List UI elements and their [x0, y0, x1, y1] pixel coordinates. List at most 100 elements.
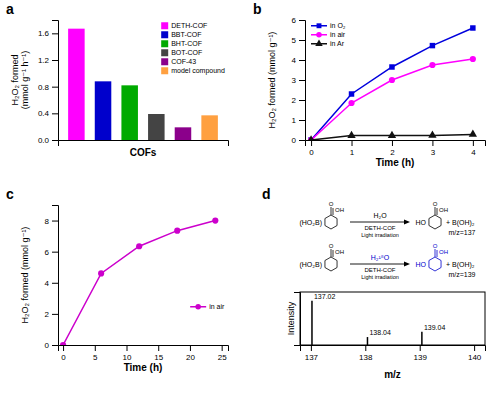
tick-mark: [365, 345, 366, 351]
scheme-label: m/z=137: [448, 229, 475, 236]
scheme-label: DETH-COF: [365, 267, 396, 273]
marker: [389, 64, 394, 69]
marker: [470, 56, 476, 62]
tick: 1.6: [38, 29, 58, 38]
x-axis-title: m/z: [384, 369, 401, 380]
tick-mark: [52, 283, 58, 284]
scheme-label: OH: [335, 207, 344, 213]
legend-label: BBT-COF: [171, 31, 201, 38]
tick-mark: [52, 33, 58, 34]
tick: 3: [292, 76, 305, 85]
tick: 4: [292, 56, 305, 65]
x-axis: 01234: [306, 140, 486, 157]
tick-label: 1.2: [38, 56, 50, 65]
ring: [325, 215, 337, 229]
tick-mark: [52, 221, 58, 222]
tick-label: 6: [45, 248, 50, 257]
tick-label: 0.8: [38, 83, 50, 92]
bond: [331, 207, 332, 215]
scheme-label: (HO₂B): [299, 261, 322, 269]
axis-line: [306, 141, 486, 147]
scheme-label: DETH-COF: [365, 225, 396, 231]
scheme-label: m/z=139: [448, 271, 475, 278]
tick-mark: [52, 140, 58, 141]
tick: 137: [305, 345, 319, 362]
bond: [331, 249, 332, 257]
tick: 15: [154, 345, 163, 362]
scheme-label: (HO₂B): [299, 219, 322, 227]
tick: 6: [292, 16, 305, 25]
tick-label: 3: [292, 76, 297, 85]
marker: [389, 77, 395, 83]
marker: [430, 43, 435, 48]
legend-swatch: [161, 49, 168, 56]
tick: 2: [292, 96, 305, 105]
bar: [148, 114, 165, 140]
tick: 10: [123, 345, 132, 362]
arrow: [350, 222, 406, 223]
tick-mark: [52, 60, 58, 61]
tick-mark: [311, 345, 312, 351]
tick-mark: [311, 140, 312, 146]
legend-swatch: [161, 67, 168, 74]
bond: [437, 250, 438, 257]
tick: 8: [45, 217, 58, 226]
tick-mark: [299, 20, 305, 21]
marker: [388, 131, 396, 138]
bond: [333, 250, 334, 257]
legend-label: in air: [209, 303, 225, 310]
tick-label: 8: [45, 217, 50, 226]
marker: [429, 62, 435, 68]
line: [311, 28, 473, 140]
data-label: 138.04: [369, 329, 391, 336]
tick-label: 2: [292, 96, 297, 105]
tick: 0: [292, 136, 305, 145]
tick-mark: [432, 140, 433, 146]
tick: 4: [471, 140, 476, 157]
legend-label: in O₂: [330, 22, 346, 29]
tick-label: 2: [45, 310, 50, 319]
x-axis-title: COFs: [130, 147, 157, 158]
stem: [311, 301, 313, 345]
marker: [349, 91, 354, 96]
scheme-label: O: [329, 201, 334, 207]
plot-area: [307, 25, 477, 140]
y-axis: 02468: [45, 206, 59, 351]
legend: in O₂in airin Ar: [311, 22, 346, 47]
tick-label: 1.6: [38, 29, 50, 38]
tick: 140: [468, 345, 482, 362]
legend-marker: [195, 304, 201, 310]
scheme-label: HO: [416, 219, 427, 226]
tick-label: 4: [45, 279, 50, 288]
panel-title: c: [6, 186, 14, 202]
tick-label: 1: [350, 148, 355, 157]
marker: [428, 131, 436, 138]
bar: [175, 127, 192, 140]
tick: 5: [292, 36, 305, 45]
frame: [300, 292, 485, 345]
arrow-head: [404, 220, 410, 225]
bond: [333, 208, 334, 215]
tick-mark: [299, 140, 305, 141]
tick: 5: [93, 345, 98, 362]
tick-label: 5: [93, 353, 98, 362]
scheme-label: O: [433, 201, 438, 207]
tick: 0.8: [38, 83, 58, 92]
tick-mark: [158, 345, 159, 351]
tick-label: 0.0: [38, 136, 50, 145]
legend-label: in Ar: [330, 40, 345, 47]
y-axis-title: Intensity: [286, 301, 296, 335]
tick: 1: [292, 116, 305, 125]
legend-entry: model compound: [161, 67, 225, 75]
ring: [429, 257, 441, 271]
panel-title: a: [6, 1, 14, 17]
bar: [201, 115, 218, 140]
tick: 25: [218, 345, 227, 362]
tick-label: 4: [292, 56, 297, 65]
x-axis: 137138139140: [301, 345, 486, 362]
y-axis-title-line: H₂O₂ formed: [10, 55, 20, 106]
line: [63, 221, 215, 345]
x-axis: [59, 141, 229, 147]
plot-area: [60, 217, 218, 345]
axis-line: [52, 206, 59, 346]
